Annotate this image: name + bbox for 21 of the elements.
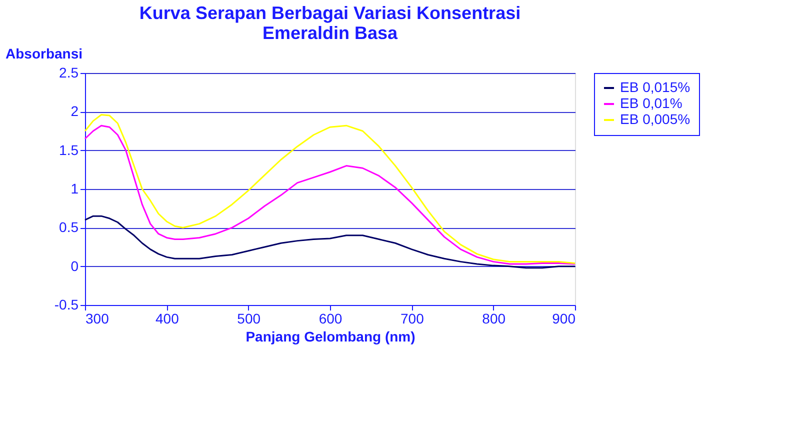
x-axis-title: Panjang Gelombang (nm)	[246, 328, 416, 344]
y-tick-label: 2.5	[59, 64, 79, 80]
x-tick-label: 700	[400, 310, 424, 326]
x-tick-label: 800	[482, 310, 506, 326]
x-tick-label: 900	[552, 310, 576, 326]
legend-label: EB 0,005%	[620, 111, 690, 127]
y-tick-label: 0.5	[59, 219, 79, 236]
y-tick-label: 1.5	[59, 142, 79, 158]
y-tick-label: -0.5	[54, 296, 79, 312]
y-tick-label: 2	[70, 103, 79, 120]
x-tick-label: 500	[237, 310, 261, 326]
x-tick-label: 400	[155, 310, 180, 326]
y-axis-title: Absorbansi	[6, 46, 83, 62]
y-tick-label: 1	[70, 180, 79, 196]
line-series	[84, 215, 576, 269]
chart-title: Kurva Serapan Berbagai Variasi Konsentrasi Emeraldin Basa	[139, 3, 521, 43]
x-tick-label: 600	[318, 310, 342, 326]
x-tick-label: 300	[86, 310, 110, 326]
legend-label: EB 0,015%	[620, 79, 690, 95]
y-tick-label: 0	[70, 258, 79, 274]
legend-label: EB 0,01%	[620, 95, 682, 111]
